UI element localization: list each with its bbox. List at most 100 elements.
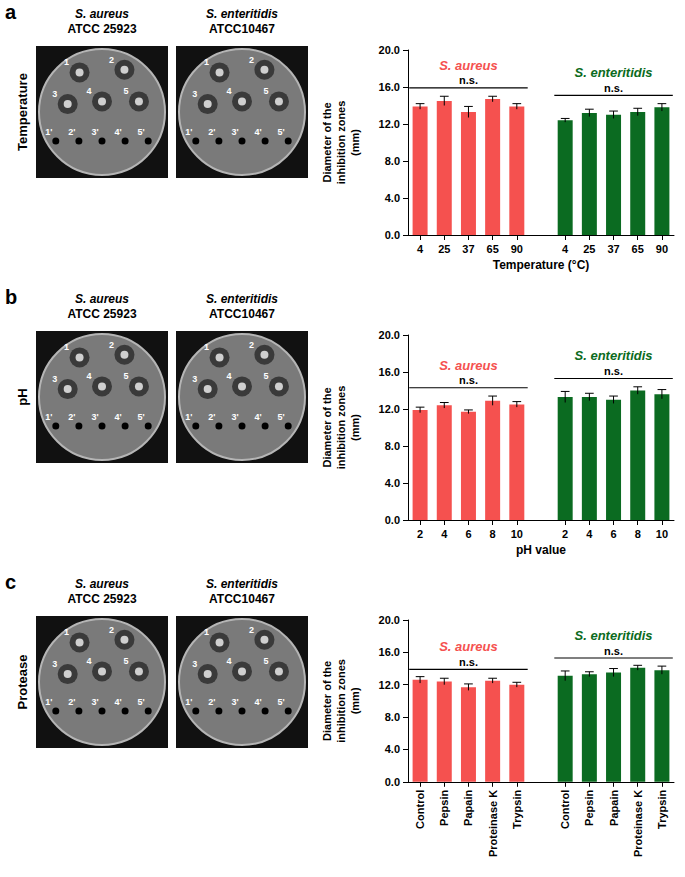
svg-text:5': 5' bbox=[138, 127, 145, 137]
svg-text:a: a bbox=[5, 1, 17, 23]
svg-text:Control: Control bbox=[559, 790, 571, 829]
svg-text:pH value: pH value bbox=[516, 543, 566, 557]
svg-text:2: 2 bbox=[249, 340, 254, 350]
svg-text:4: 4 bbox=[417, 243, 424, 255]
svg-text:0.0: 0.0 bbox=[385, 229, 400, 241]
svg-text:4': 4' bbox=[115, 412, 122, 422]
svg-text:Proteinase K: Proteinase K bbox=[632, 790, 644, 857]
svg-text:25: 25 bbox=[438, 243, 450, 255]
svg-text:n.s.: n.s. bbox=[604, 645, 623, 657]
svg-text:5: 5 bbox=[123, 86, 128, 96]
svg-text:3': 3' bbox=[231, 412, 238, 422]
svg-text:20.0: 20.0 bbox=[379, 614, 400, 626]
svg-text:2: 2 bbox=[109, 625, 114, 635]
svg-text:Protease: Protease bbox=[15, 655, 30, 710]
svg-text:ATCC 25923: ATCC 25923 bbox=[67, 22, 136, 36]
svg-text:S. enteritidis: S. enteritidis bbox=[575, 65, 653, 80]
svg-text:20.0: 20.0 bbox=[379, 44, 400, 56]
svg-text:3': 3' bbox=[91, 127, 98, 137]
svg-text:S. aureus: S. aureus bbox=[439, 639, 498, 654]
svg-text:12.0: 12.0 bbox=[379, 679, 400, 691]
svg-text:4: 4 bbox=[226, 86, 231, 96]
svg-text:2: 2 bbox=[109, 340, 114, 350]
svg-text:S. enteritidis: S. enteritidis bbox=[206, 7, 278, 21]
svg-text:12.0: 12.0 bbox=[379, 118, 400, 130]
svg-text:n.s.: n.s. bbox=[604, 365, 623, 377]
svg-text:1': 1' bbox=[45, 412, 52, 422]
svg-text:ATCC10467: ATCC10467 bbox=[209, 307, 275, 321]
svg-text:5': 5' bbox=[278, 412, 285, 422]
svg-text:Pepsin: Pepsin bbox=[583, 790, 595, 826]
svg-text:Trypsin: Trypsin bbox=[511, 790, 523, 829]
svg-text:37: 37 bbox=[607, 243, 619, 255]
svg-text:10: 10 bbox=[511, 528, 523, 540]
svg-text:90: 90 bbox=[511, 243, 523, 255]
svg-text:4.0: 4.0 bbox=[385, 743, 400, 755]
svg-text:4: 4 bbox=[86, 656, 91, 666]
svg-text:2': 2' bbox=[208, 697, 215, 707]
svg-text:3: 3 bbox=[192, 89, 197, 99]
svg-text:(mm): (mm) bbox=[349, 687, 361, 714]
svg-text:3': 3' bbox=[231, 127, 238, 137]
svg-text:3: 3 bbox=[192, 374, 197, 384]
svg-text:2: 2 bbox=[249, 625, 254, 635]
svg-text:Pepsin: Pepsin bbox=[438, 790, 450, 826]
svg-text:ATCC10467: ATCC10467 bbox=[209, 22, 275, 36]
svg-text:5: 5 bbox=[263, 371, 268, 381]
svg-text:S. enteritidis: S. enteritidis bbox=[206, 292, 278, 306]
svg-text:S. aureus: S. aureus bbox=[439, 358, 498, 373]
svg-text:1: 1 bbox=[64, 627, 69, 637]
svg-text:3': 3' bbox=[231, 697, 238, 707]
svg-text:Diameter of the: Diameter of the bbox=[321, 661, 333, 741]
svg-text:n.s.: n.s. bbox=[459, 656, 478, 668]
svg-text:S. aureus: S. aureus bbox=[75, 7, 129, 21]
svg-text:5': 5' bbox=[138, 412, 145, 422]
svg-text:12.0: 12.0 bbox=[379, 403, 400, 415]
svg-text:Control: Control bbox=[414, 790, 426, 829]
svg-text:Diameter of the: Diameter of the bbox=[321, 102, 333, 182]
svg-text:5: 5 bbox=[263, 86, 268, 96]
svg-text:2': 2' bbox=[208, 127, 215, 137]
svg-text:4: 4 bbox=[226, 371, 231, 381]
svg-text:2': 2' bbox=[68, 697, 75, 707]
svg-text:4: 4 bbox=[441, 528, 448, 540]
svg-text:1': 1' bbox=[185, 412, 192, 422]
svg-text:4.0: 4.0 bbox=[385, 477, 400, 489]
svg-text:2: 2 bbox=[249, 55, 254, 65]
svg-text:16.0: 16.0 bbox=[379, 366, 400, 378]
svg-text:8: 8 bbox=[490, 528, 496, 540]
svg-text:6: 6 bbox=[610, 528, 616, 540]
svg-text:5: 5 bbox=[263, 656, 268, 666]
svg-text:S. enteritidis: S. enteritidis bbox=[206, 577, 278, 591]
svg-text:S. aureus: S. aureus bbox=[75, 292, 129, 306]
svg-text:Papain: Papain bbox=[608, 790, 620, 826]
svg-text:4: 4 bbox=[562, 243, 569, 255]
svg-text:4: 4 bbox=[586, 528, 593, 540]
svg-text:S. aureus: S. aureus bbox=[439, 58, 498, 73]
svg-text:3': 3' bbox=[91, 412, 98, 422]
svg-text:1': 1' bbox=[45, 127, 52, 137]
svg-text:5: 5 bbox=[123, 656, 128, 666]
svg-text:2': 2' bbox=[208, 412, 215, 422]
svg-text:c: c bbox=[5, 571, 16, 593]
svg-text:ATCC10467: ATCC10467 bbox=[209, 592, 275, 606]
svg-text:2: 2 bbox=[562, 528, 568, 540]
svg-text:b: b bbox=[5, 286, 17, 308]
svg-text:37: 37 bbox=[462, 243, 474, 255]
svg-text:1': 1' bbox=[45, 697, 52, 707]
svg-text:8: 8 bbox=[635, 528, 641, 540]
svg-text:Temperature: Temperature bbox=[15, 73, 30, 151]
svg-text:2: 2 bbox=[417, 528, 423, 540]
svg-text:3: 3 bbox=[52, 89, 57, 99]
svg-text:pH: pH bbox=[15, 388, 30, 405]
svg-text:1': 1' bbox=[185, 697, 192, 707]
svg-text:Diameter of the: Diameter of the bbox=[321, 387, 333, 467]
svg-text:90: 90 bbox=[656, 243, 668, 255]
svg-text:n.s.: n.s. bbox=[604, 82, 623, 94]
svg-text:inhibition zones: inhibition zones bbox=[335, 659, 347, 743]
svg-text:S. enteritidis: S. enteritidis bbox=[575, 348, 653, 363]
svg-text:1: 1 bbox=[64, 342, 69, 352]
svg-text:20.0: 20.0 bbox=[379, 329, 400, 341]
svg-text:8.0: 8.0 bbox=[385, 440, 400, 452]
svg-text:65: 65 bbox=[632, 243, 644, 255]
